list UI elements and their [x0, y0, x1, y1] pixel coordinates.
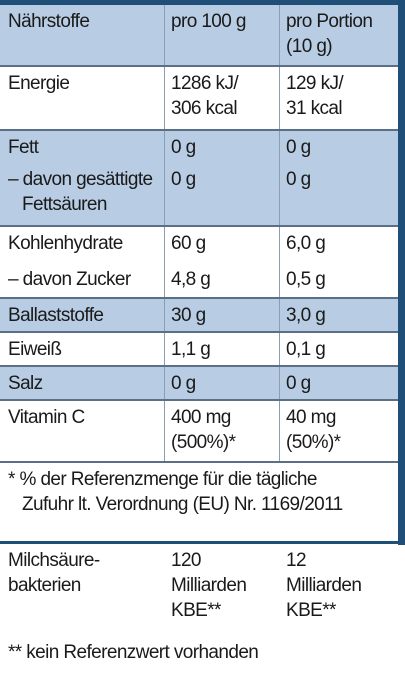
- vitamin-c-100g-percent: (500%)*: [171, 432, 236, 453]
- saturated-portion: 0 g: [286, 169, 311, 190]
- row-value-portion: 0 g: [280, 163, 398, 225]
- table-row-fat: Fett 0 g 0 g: [0, 129, 398, 163]
- carbs-label: Kohlenhydrate: [8, 233, 123, 254]
- row-value-100g: 0 g: [165, 163, 280, 225]
- row-value-portion: 129 kJ/ 31 kcal: [280, 67, 398, 129]
- row-value-100g: 60 g: [165, 227, 280, 263]
- table-row-protein: Eiweiß 1,1 g 0,1 g: [0, 331, 398, 365]
- bacteria-label: Milchsäure- bakterien: [0, 544, 165, 636]
- fibre-portion: 3,0 g: [286, 305, 326, 326]
- bacteria-label-line2: bakterien: [8, 575, 81, 596]
- footnote-reference-line2: Zufuhr lt. Verordnung (EU) Nr. 1169/2011: [22, 494, 343, 515]
- row-value-portion: 0 g: [280, 367, 398, 399]
- bacteria-100g-count: 120: [171, 550, 202, 571]
- bacteria-100g: 120 Milliarden KBE**: [165, 544, 280, 636]
- salt-label: Salz: [8, 373, 43, 394]
- header-per-portion-label: pro Portion: [286, 11, 373, 32]
- table-row-saturated-fat: – davon gesättigte Fettsäuren 0 g 0 g: [0, 163, 398, 225]
- carbs-100g: 60 g: [171, 233, 206, 254]
- header-per-portion: pro Portion (10 g): [280, 5, 398, 65]
- bacteria-row: Milchsäure- bakterien 120 Milliarden KBE…: [0, 541, 398, 636]
- row-value-100g: 1286 kJ/ 306 kcal: [165, 67, 280, 129]
- bacteria-portion: 12 Milliarden KBE**: [280, 544, 398, 636]
- footnote-no-reference: ** kein Referenzwert vorhanden: [8, 642, 259, 663]
- bacteria-portion-kbe: KBE**: [286, 600, 336, 621]
- right-border: [398, 0, 405, 545]
- vitamin-c-100g: 400 mg: [171, 407, 231, 428]
- header-portion-size: (10 g): [286, 36, 333, 57]
- row-value-portion: 0,1 g: [280, 333, 398, 365]
- row-label: Vitamin C: [0, 401, 165, 461]
- footnote-reference: * % der Referenzmenge für die tägliche Z…: [0, 463, 398, 531]
- protein-label: Eiweiß: [8, 339, 62, 360]
- sugar-label: – davon Zucker: [8, 269, 131, 290]
- sugar-100g: 4,8 g: [171, 269, 211, 290]
- header-nutrients: Nährstoffe: [0, 5, 165, 65]
- footnote-reference-line1: * % der Referenzmenge für die tägliche: [8, 469, 317, 490]
- saturated-label: – davon gesättigte: [8, 169, 153, 190]
- bacteria-100g-unit: Milliarden: [171, 575, 247, 596]
- sugar-portion: 0,5 g: [286, 269, 326, 290]
- fat-label: Fett: [8, 137, 39, 158]
- vitamin-c-label: Vitamin C: [8, 407, 85, 428]
- table-row-energy: Energie 1286 kJ/ 306 kcal 129 kJ/ 31 kca…: [0, 65, 398, 129]
- header-per-100g-label: pro 100 g: [171, 11, 246, 32]
- energy-kj-portion: 129 kJ/: [286, 73, 344, 94]
- row-label: Salz: [0, 367, 165, 399]
- energy-kj-100g: 1286 kJ/: [171, 73, 239, 94]
- row-value-portion: 0 g: [280, 131, 398, 163]
- protein-100g: 1,1 g: [171, 339, 211, 360]
- table-row-carbohydrates: Kohlenhydrate 60 g 6,0 g: [0, 225, 398, 263]
- row-label: Kohlenhydrate: [0, 227, 165, 263]
- carbs-portion: 6,0 g: [286, 233, 326, 254]
- row-value-portion: 6,0 g: [280, 227, 398, 263]
- table-row-salt: Salz 0 g 0 g: [0, 365, 398, 399]
- row-label: Eiweiß: [0, 333, 165, 365]
- bacteria-portion-unit: Milliarden: [286, 575, 362, 596]
- row-label: Fett: [0, 131, 165, 163]
- header-per-100g: pro 100 g: [165, 5, 280, 65]
- fat-portion: 0 g: [286, 137, 311, 158]
- row-value-100g: 1,1 g: [165, 333, 280, 365]
- row-value-portion: 0,5 g: [280, 263, 398, 297]
- row-value-100g: 4,8 g: [165, 263, 280, 297]
- row-value-100g: 30 g: [165, 299, 280, 331]
- bacteria-portion-count: 12: [286, 550, 307, 571]
- row-label: Energie: [0, 67, 165, 129]
- footnote-reference-row: * % der Referenzmenge für die tägliche Z…: [0, 461, 398, 531]
- salt-portion: 0 g: [286, 373, 311, 394]
- fat-100g: 0 g: [171, 137, 196, 158]
- table-row-fibre: Ballaststoffe 30 g 3,0 g: [0, 297, 398, 331]
- row-value-portion: 40 mg (50%)*: [280, 401, 398, 461]
- energy-kcal-portion: 31 kcal: [286, 98, 343, 119]
- row-label: – davon Zucker: [0, 263, 165, 297]
- table-header-row: Nährstoffe pro 100 g pro Portion (10 g): [0, 5, 398, 65]
- nutrition-table: Nährstoffe pro 100 g pro Portion (10 g) …: [0, 5, 398, 531]
- protein-portion: 0,1 g: [286, 339, 326, 360]
- row-value-portion: 3,0 g: [280, 299, 398, 331]
- top-border: [0, 0, 405, 5]
- row-value-100g: 0 g: [165, 367, 280, 399]
- header-nutrients-label: Nährstoffe: [8, 11, 90, 32]
- saturated-label-line2: Fettsäuren: [22, 194, 107, 215]
- salt-100g: 0 g: [171, 373, 196, 394]
- vitamin-c-portion: 40 mg: [286, 407, 336, 428]
- table-row-sugar: – davon Zucker 4,8 g 0,5 g: [0, 263, 398, 297]
- bacteria-100g-kbe: KBE**: [171, 600, 221, 621]
- energy-kcal-100g: 306 kcal: [171, 98, 238, 119]
- row-value-100g: 0 g: [165, 131, 280, 163]
- fibre-label: Ballaststoffe: [8, 305, 104, 326]
- bacteria-label-line1: Milchsäure-: [8, 550, 100, 571]
- row-label: Ballaststoffe: [0, 299, 165, 331]
- table-row-vitamin-c: Vitamin C 400 mg (500%)* 40 mg (50%)*: [0, 399, 398, 461]
- row-label: – davon gesättigte Fettsäuren: [0, 163, 165, 225]
- saturated-100g: 0 g: [171, 169, 196, 190]
- row-value-100g: 400 mg (500%)*: [165, 401, 280, 461]
- fibre-100g: 30 g: [171, 305, 206, 326]
- energy-label: Energie: [8, 73, 70, 94]
- vitamin-c-portion-percent: (50%)*: [286, 432, 341, 453]
